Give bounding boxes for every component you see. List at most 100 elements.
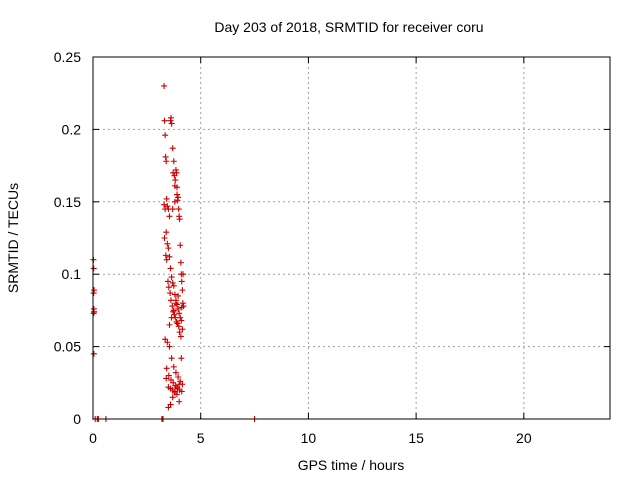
data-point xyxy=(173,169,180,176)
x-tick-label: 10 xyxy=(301,430,317,446)
x-tick-label: 15 xyxy=(408,430,424,446)
data-point xyxy=(162,252,169,259)
data-point xyxy=(167,401,174,408)
data-point xyxy=(174,320,181,327)
x-axis-label: GPS time / hours xyxy=(298,457,405,473)
data-point xyxy=(170,307,177,314)
data-point xyxy=(90,310,97,317)
data-point xyxy=(171,291,178,298)
data-point xyxy=(168,355,175,362)
data-point xyxy=(176,381,183,388)
data-point xyxy=(179,326,186,333)
data-point xyxy=(178,388,185,395)
y-tick-label: 0.15 xyxy=(54,194,81,210)
data-point xyxy=(175,305,182,312)
data-point xyxy=(179,300,186,307)
data-point xyxy=(176,329,183,336)
data-point xyxy=(166,343,173,350)
data-point xyxy=(167,265,174,272)
data-point xyxy=(171,198,178,205)
data-point xyxy=(166,253,173,260)
data-point xyxy=(171,389,178,396)
y-tick-label: 0.25 xyxy=(54,49,81,65)
data-point xyxy=(163,256,170,263)
data-point xyxy=(168,274,175,281)
x-tick-label: 5 xyxy=(197,430,205,446)
axis-ticks: 0 5 10 15 20 0 0.05 0.1 0.15 0.2 0.25 xyxy=(54,49,610,446)
data-point xyxy=(162,132,169,139)
data-point xyxy=(168,120,175,127)
data-point xyxy=(167,297,174,304)
data-point xyxy=(169,145,176,152)
y-tick-label: 0 xyxy=(73,411,81,427)
x-tick-label: 20 xyxy=(516,430,532,446)
data-point xyxy=(90,290,97,297)
data-point xyxy=(169,279,176,286)
y-tick-label: 0.1 xyxy=(62,266,82,282)
data-point xyxy=(171,311,178,318)
data-point xyxy=(165,245,172,252)
data-points xyxy=(90,82,258,422)
data-point xyxy=(172,177,179,184)
data-point xyxy=(163,375,170,382)
data-point xyxy=(175,323,182,330)
data-point xyxy=(177,333,184,340)
data-point xyxy=(174,301,181,308)
data-point xyxy=(90,265,97,272)
grid-lines xyxy=(93,57,610,419)
data-point xyxy=(167,290,174,297)
plot-frame xyxy=(92,56,611,420)
data-point xyxy=(163,365,170,372)
y-tick-label: 0.2 xyxy=(62,121,82,137)
data-point xyxy=(161,82,168,89)
data-point xyxy=(176,216,183,223)
data-point xyxy=(166,213,173,220)
data-point xyxy=(176,310,183,317)
data-point xyxy=(165,284,172,291)
data-point xyxy=(174,191,181,198)
data-point xyxy=(163,195,170,202)
data-point xyxy=(163,229,170,236)
data-point xyxy=(170,308,177,315)
data-point xyxy=(169,206,176,213)
chart-title: Day 203 of 2018, SRMTID for receiver cor… xyxy=(214,19,483,35)
data-point xyxy=(172,300,179,307)
data-point xyxy=(90,350,97,357)
y-axis-label: SRMTID / TECUs xyxy=(5,183,21,293)
data-point xyxy=(178,304,185,311)
data-point xyxy=(168,314,175,321)
data-point xyxy=(175,292,182,299)
data-point xyxy=(175,206,182,213)
data-point xyxy=(175,194,182,201)
data-point xyxy=(162,153,169,160)
data-point xyxy=(174,184,181,191)
data-point xyxy=(178,355,185,362)
data-point xyxy=(167,114,174,121)
data-point xyxy=(177,259,184,266)
data-point xyxy=(164,240,171,247)
data-point xyxy=(170,282,177,289)
data-point xyxy=(180,271,187,278)
data-point xyxy=(164,278,171,285)
data-point xyxy=(163,158,170,165)
data-point xyxy=(166,321,173,328)
data-point xyxy=(173,318,180,325)
data-point xyxy=(161,235,168,241)
data-point xyxy=(170,363,177,370)
data-point xyxy=(175,374,182,381)
data-point xyxy=(178,278,185,285)
data-point xyxy=(169,394,176,401)
data-point xyxy=(169,303,176,310)
data-point xyxy=(172,166,179,173)
data-point xyxy=(162,206,169,213)
data-point xyxy=(161,201,168,208)
data-point xyxy=(170,158,177,165)
y-tick-label: 0.05 xyxy=(54,339,81,355)
data-point xyxy=(174,197,181,204)
data-point xyxy=(176,398,183,405)
data-point xyxy=(177,242,184,249)
x-tick-label: 0 xyxy=(89,430,97,446)
data-point xyxy=(164,339,171,346)
data-point xyxy=(178,317,185,324)
